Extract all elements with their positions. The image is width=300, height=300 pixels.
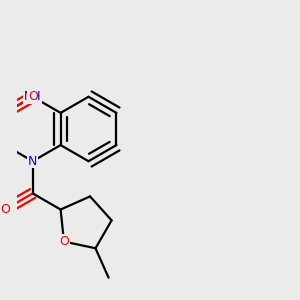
- Text: NH: NH: [24, 90, 41, 103]
- Text: O: O: [59, 235, 69, 248]
- Text: N: N: [28, 155, 38, 168]
- Text: O: O: [28, 90, 38, 103]
- Text: O: O: [0, 203, 10, 216]
